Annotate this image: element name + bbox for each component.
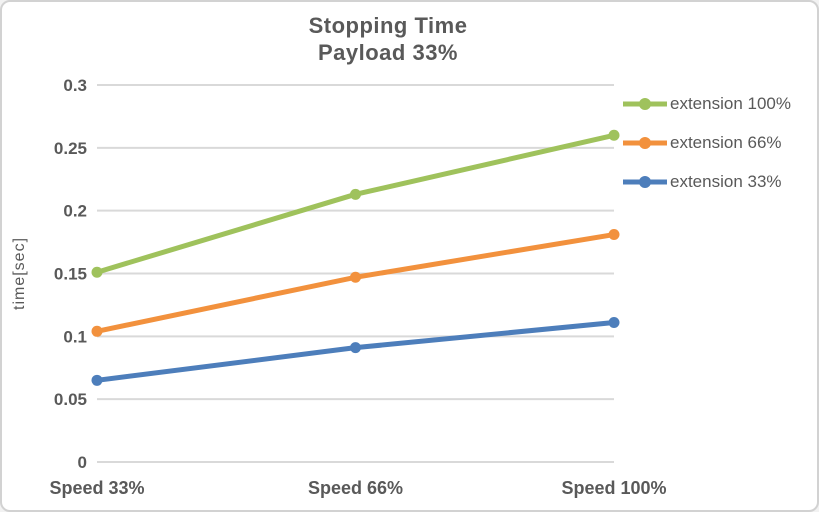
data-point-marker bbox=[91, 266, 103, 278]
legend-line-marker-icon bbox=[623, 176, 667, 188]
legend-item-extension-100: extension 100% bbox=[622, 94, 791, 114]
y-tick-label: 0.25 bbox=[54, 139, 87, 158]
legend-line-marker-icon bbox=[623, 137, 667, 149]
legend-item-extension-66: extension 66% bbox=[622, 133, 791, 153]
x-axis-label: Speed 100% bbox=[561, 478, 666, 498]
data-point-marker bbox=[350, 188, 361, 200]
data-point-marker bbox=[350, 271, 361, 283]
chart-title-line2: Payload 33% bbox=[317, 40, 458, 65]
legend-item-extension-33: extension 33% bbox=[622, 172, 791, 192]
legend-label: extension 33% bbox=[670, 172, 782, 191]
data-point-marker bbox=[608, 129, 620, 141]
chart-title: Stopping Time Payload 33% bbox=[2, 12, 774, 66]
x-axis-label: Speed 66% bbox=[308, 478, 403, 498]
y-tick-label: 0.3 bbox=[63, 76, 87, 95]
data-point-marker bbox=[608, 317, 620, 329]
legend-label: extension 66% bbox=[670, 133, 782, 152]
legend-label: extension 100% bbox=[670, 94, 791, 113]
x-axis-label: Speed 33% bbox=[49, 478, 144, 498]
legend-line-marker-icon bbox=[623, 98, 667, 110]
data-point-marker bbox=[350, 342, 361, 354]
series-line bbox=[94, 132, 617, 275]
y-axis-title: time[sec] bbox=[11, 237, 28, 310]
chart-title-line1: Stopping Time bbox=[308, 13, 468, 38]
data-point-marker bbox=[608, 229, 620, 241]
y-tick-label: 0.05 bbox=[54, 390, 87, 409]
legend: extension 100% extension 66% extension 3… bbox=[622, 94, 791, 211]
y-tick-label: 0.1 bbox=[63, 327, 87, 346]
y-tick-label: 0.15 bbox=[54, 265, 87, 284]
y-tick-label: 0.2 bbox=[63, 202, 87, 221]
y-tick-label: 0 bbox=[78, 453, 87, 472]
data-point-marker bbox=[91, 325, 103, 337]
data-point-marker bbox=[91, 374, 103, 386]
